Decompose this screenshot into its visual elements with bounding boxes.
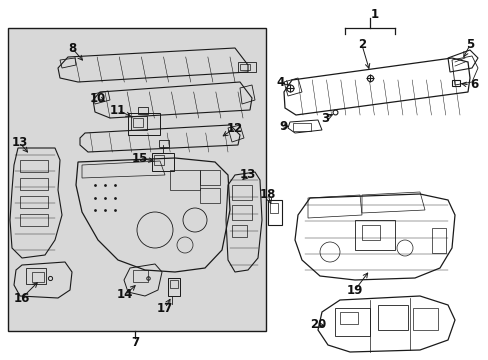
Text: 6: 6 [469, 78, 477, 91]
Bar [32, 272, 44, 282]
Bar [267, 200, 282, 225]
Text: 9: 9 [279, 120, 287, 132]
Bar [292, 123, 310, 131]
Text: 5: 5 [465, 39, 473, 51]
Text: 2: 2 [357, 39, 366, 51]
Text: 1: 1 [370, 8, 378, 21]
Bar [339, 312, 357, 324]
Bar [269, 203, 278, 213]
Bar [133, 118, 142, 127]
Bar [20, 160, 48, 172]
Text: 18: 18 [259, 189, 276, 202]
Bar [20, 196, 48, 208]
Text: 16: 16 [14, 292, 30, 305]
Bar [231, 185, 251, 200]
Bar [159, 140, 169, 147]
Bar [200, 188, 220, 203]
Bar [334, 308, 369, 336]
Bar [238, 62, 256, 72]
Text: 12: 12 [226, 122, 243, 135]
Text: 10: 10 [90, 91, 106, 104]
Text: 4: 4 [276, 76, 285, 89]
Text: 3: 3 [320, 112, 328, 125]
Bar [451, 80, 459, 86]
Bar [354, 220, 394, 250]
Bar [200, 170, 220, 185]
Bar [231, 205, 251, 220]
Bar [361, 225, 379, 240]
Bar [377, 305, 407, 330]
Bar [168, 278, 180, 296]
Text: 13: 13 [240, 168, 256, 181]
Text: 11: 11 [110, 104, 126, 117]
Bar [170, 170, 200, 190]
Bar [152, 153, 174, 171]
Text: 14: 14 [117, 288, 133, 302]
Text: 19: 19 [346, 284, 363, 297]
Bar [20, 214, 48, 226]
Text: 8: 8 [68, 41, 76, 54]
Bar [8, 28, 265, 331]
Bar [131, 116, 147, 130]
Bar [431, 228, 445, 253]
Text: 20: 20 [309, 319, 325, 332]
Bar [138, 107, 148, 114]
Text: 7: 7 [131, 336, 139, 348]
Text: 15: 15 [132, 152, 148, 165]
Bar [26, 268, 46, 284]
Bar [412, 308, 437, 330]
Bar [154, 155, 163, 165]
Text: 17: 17 [157, 302, 173, 315]
Text: 13: 13 [12, 136, 28, 149]
Bar [128, 113, 160, 135]
Bar [231, 225, 246, 237]
Bar [133, 270, 148, 282]
Bar [170, 280, 178, 288]
Bar [20, 178, 48, 190]
Bar [240, 64, 249, 70]
